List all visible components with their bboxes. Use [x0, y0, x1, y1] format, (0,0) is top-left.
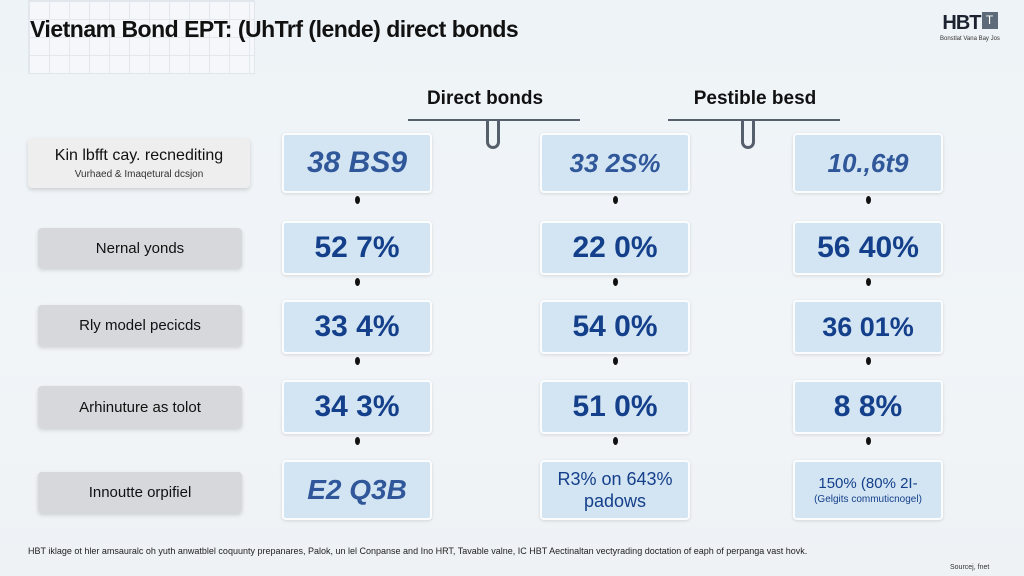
connector-dot — [355, 357, 360, 365]
value-subtext: (Gelgits commuticnogel) — [814, 494, 922, 505]
footer-note: HBT iklage ot hler amsauralc oh yuth anw… — [28, 546, 808, 556]
value-cell: 34 3% — [282, 380, 432, 434]
logo-icon: T — [981, 12, 998, 29]
value-cell: 10.,6t9 — [793, 133, 943, 193]
source-note: Sourcej, fnet — [950, 564, 990, 571]
value-cell: 52 7% — [282, 221, 432, 275]
connector-dot — [613, 278, 618, 286]
value-text: 33 2S% — [569, 147, 661, 178]
logo-text: HBT — [942, 12, 981, 34]
value-cell: 150% (80% 2I- (Gelgits commuticnogel) — [793, 460, 943, 520]
value-text: 150% (80% 2I- — [818, 475, 918, 492]
value-cell: R3% on 643% padows — [540, 460, 690, 520]
value-cell: 51 0% — [540, 380, 690, 434]
grid-decoration — [28, 0, 255, 74]
bracket-hook — [486, 119, 500, 149]
connector-dot — [866, 357, 871, 365]
connector-dot — [613, 196, 618, 204]
connector-dot — [355, 437, 360, 445]
value-cell: 33 2S% — [540, 133, 690, 193]
column-header-pestible: Pestible besd — [693, 88, 817, 109]
value-text: E2 Q3B — [307, 474, 407, 505]
row-label-text: Kin lbfft cay. recnediting — [54, 146, 224, 164]
connector-dot — [866, 437, 871, 445]
connector-dot — [355, 278, 360, 286]
row-label: Arhinuture as tolot — [38, 386, 242, 428]
bracket-hook — [741, 119, 755, 149]
column-header-direct-bonds: Direct bonds — [426, 88, 544, 109]
value-cell: 8 8% — [793, 380, 943, 434]
value-cell: 22 0% — [540, 221, 690, 275]
value-cell: 33 4% — [282, 300, 432, 354]
value-cell: 38 BS9 — [282, 133, 432, 193]
row-label: Nernal yonds — [38, 228, 242, 268]
row-label: Kin lbfft cay. recnediting Vurhaed & Ima… — [28, 138, 250, 188]
value-text: 10.,6t9 — [827, 147, 909, 178]
page-title: Vietnam Bond EPT: (UhTrf (lende) direct … — [30, 16, 519, 42]
connector-dot — [613, 437, 618, 445]
logo-subtitle: Bonstlat Vana Bay Jos — [940, 36, 1000, 42]
row-label: Rly model pecicds — [38, 305, 242, 346]
row-label: Innoutte orpifiel — [38, 472, 242, 513]
value-text: 38 BS9 — [306, 146, 408, 179]
value-cell: 56 40% — [793, 221, 943, 275]
value-cell: 54 0% — [540, 300, 690, 354]
connector-dot — [613, 357, 618, 365]
connector-dot — [355, 196, 360, 204]
connector-dot — [866, 196, 871, 204]
logo: HBT T Bonstlat Vana Bay Jos — [940, 12, 1000, 42]
value-cell: E2 Q3B — [282, 460, 432, 520]
value-cell: 36 01% — [793, 300, 943, 354]
connector-dot — [866, 278, 871, 286]
row-sublabel: Vurhaed & Imaqetural dcsjon — [74, 168, 204, 180]
